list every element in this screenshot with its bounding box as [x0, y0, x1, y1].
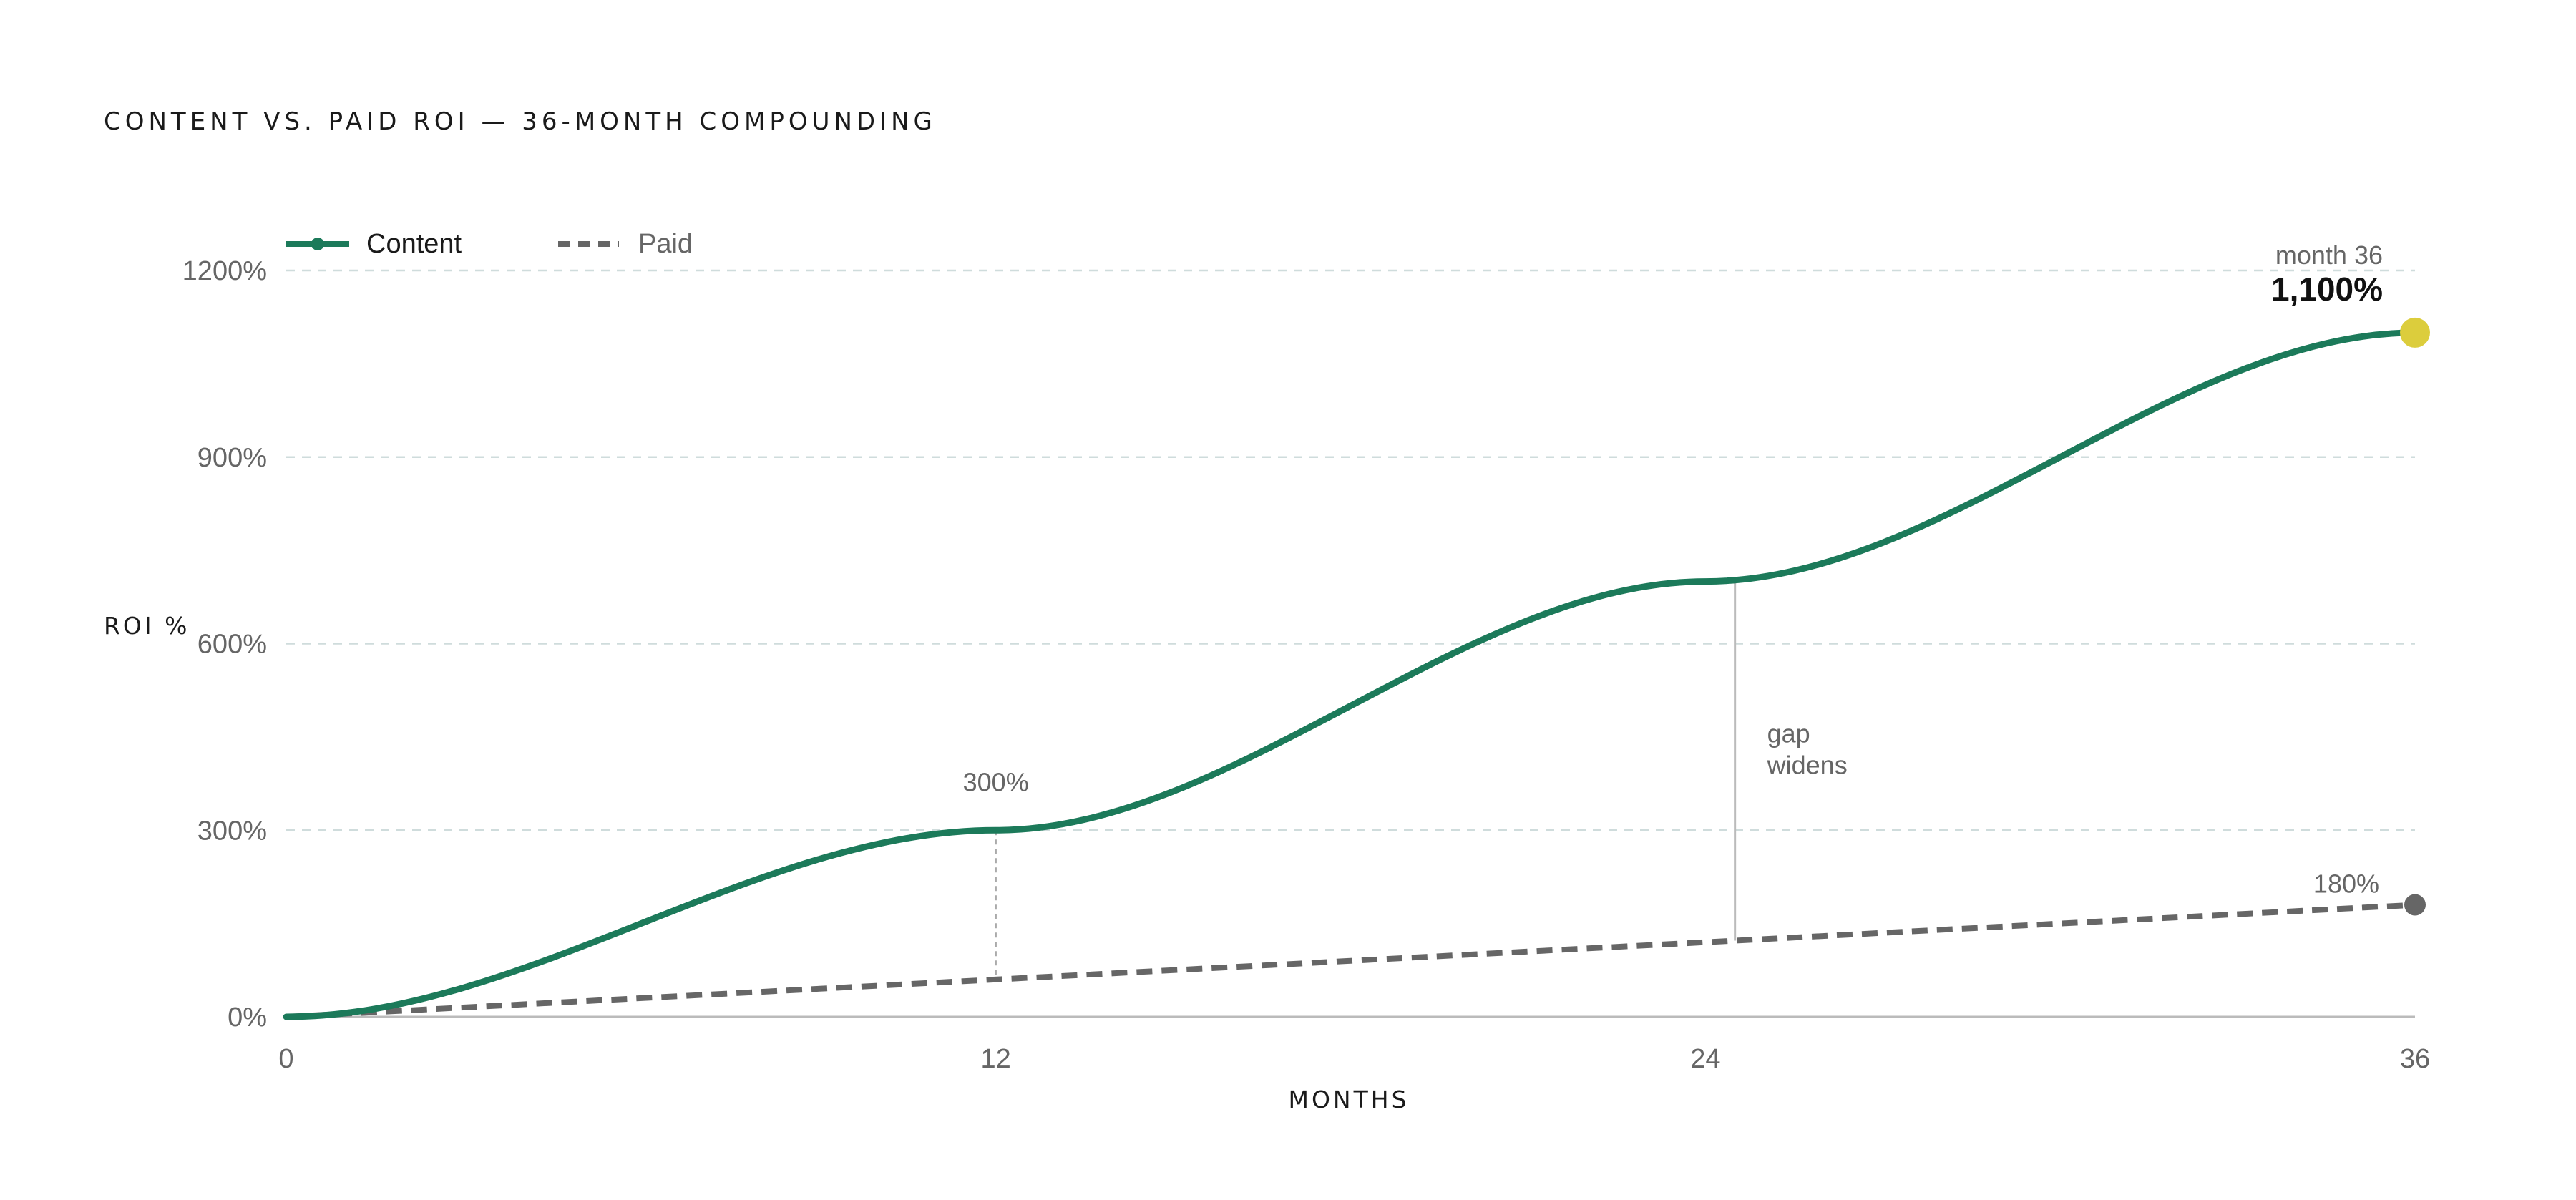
- y-tick-label: 600%: [197, 630, 267, 660]
- annotation-connectors: [995, 580, 1737, 980]
- annotations: 300% gap widens month 361,100% 180%: [963, 240, 2383, 899]
- x-tick-label: 0: [278, 1044, 293, 1074]
- content-series-line: [283, 329, 2419, 1020]
- legend: Content Paid: [286, 229, 693, 259]
- month-36-label: month 36: [2275, 240, 2383, 270]
- y-axis-title: ROI %: [104, 612, 190, 640]
- x-tick-label: 24: [1690, 1044, 1720, 1074]
- grid: [286, 269, 2415, 1018]
- x-tick-label: 12: [981, 1044, 1011, 1074]
- x-axis-title: MONTHS: [1288, 1086, 1409, 1113]
- paid-end-value-label: 180%: [2313, 869, 2379, 899]
- legend-content-marker: [311, 238, 324, 250]
- gap-widens-label: widens: [1767, 751, 1848, 780]
- series-layer: [283, 317, 2430, 1020]
- x-axis-ticks: 0 12 24 36: [278, 1044, 2430, 1074]
- gap-widens-label: gap: [1767, 719, 1810, 748]
- month-36-value-label: 1,100%: [2271, 270, 2383, 308]
- y-tick-label: 900%: [197, 443, 267, 473]
- y-axis-ticks: 0% 300% 600% 900% 1200%: [182, 256, 267, 1033]
- paid-series-line: [286, 902, 2416, 1020]
- y-tick-label: 1200%: [182, 256, 267, 286]
- chart-title: CONTENT VS. PAID ROI — 36-MONTH COMPOUND…: [104, 107, 937, 136]
- legend-paid-label: Paid: [638, 229, 693, 259]
- legend-content-label: Content: [366, 229, 462, 259]
- paid-endpoint: [2404, 894, 2426, 916]
- x-tick-label: 36: [2400, 1044, 2430, 1074]
- y-tick-label: 0%: [228, 1003, 267, 1033]
- month-12-value-label: 300%: [963, 767, 1029, 796]
- content-endpoint: [2400, 317, 2430, 348]
- y-tick-label: 300%: [197, 816, 267, 846]
